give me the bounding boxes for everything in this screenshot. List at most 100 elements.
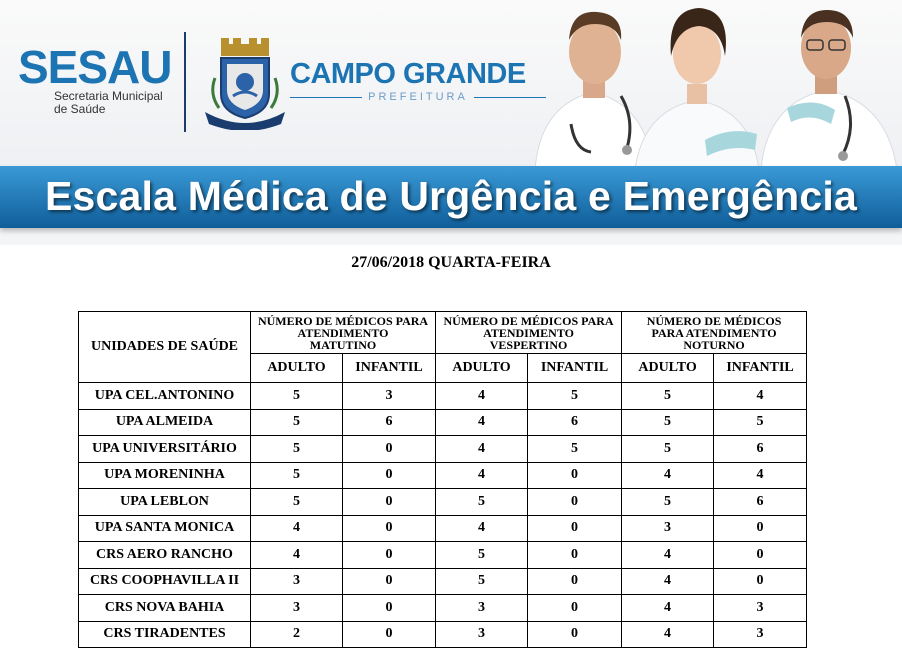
unit-name: CRS AERO RANCHO: [78, 541, 251, 569]
doctor-count: 5: [250, 488, 343, 516]
doctor-count: 5: [527, 435, 623, 463]
sesau-logo-subtitle: Secretaria Municipal de Saúde: [54, 90, 184, 116]
doctor-count: 5: [621, 435, 715, 463]
table-row: CRS COOPHAVILLA II 3 0 5 0 4 0: [78, 567, 808, 595]
group-header-morning: NÚMERO DE MÉDICOS PARA ATENDIMENTO MATUT…: [249, 311, 437, 354]
sub-header-child: INFANTIL: [713, 353, 808, 383]
city-coat-of-arms-icon: [205, 38, 285, 130]
doctor-count: 0: [527, 567, 623, 595]
title-banner: Escala Médica de Urgência e Emergência: [0, 166, 902, 228]
group-header-night: NÚMERO DE MÉDICOS PARA ATENDIMENTO NOTUR…: [621, 311, 808, 354]
group-header-line: ATENDIMENTO: [483, 325, 574, 340]
doctor-count: 5: [527, 382, 623, 410]
doctor-2-figure: [634, 8, 760, 170]
group-header-afternoon: NÚMERO DE MÉDICOS PARA ATENDIMENTO VESPE…: [435, 311, 623, 354]
logo-divider: [184, 32, 186, 132]
table-row: CRS NOVA BAHIA 3 0 3 0 4 3: [78, 594, 808, 622]
doctor-count: 0: [341, 461, 437, 489]
doctor-count: 6: [713, 488, 808, 516]
doctor-count: 0: [341, 620, 437, 648]
doctor-count: 5: [250, 382, 343, 410]
unit-name: UPA LEBLON: [78, 488, 251, 516]
group-header-line: MATUTINO: [309, 337, 377, 352]
group-header-line: NÚMERO DE MÉDICOS PARA: [257, 313, 429, 328]
doctor-count: 0: [341, 594, 437, 622]
doctor-count: 3: [713, 620, 808, 648]
doctors-photo: [535, 8, 898, 170]
doctor-count: 0: [527, 620, 623, 648]
doctor-count: 5: [435, 488, 529, 516]
doctor-count: 5: [250, 461, 343, 489]
doctor-count: 5: [435, 541, 529, 569]
doctor-count: 4: [621, 567, 715, 595]
doctor-count: 0: [527, 514, 623, 542]
doctor-count: 4: [713, 461, 808, 489]
doctor-count: 0: [527, 461, 623, 489]
sesau-logo-title: SESAU: [18, 41, 172, 93]
sub-header-adult: ADULTO: [250, 353, 343, 383]
group-header-line: VESPERTINO: [489, 337, 568, 352]
doctor-count: 4: [435, 382, 529, 410]
group-header-line: NÚMERO DE MÉDICOS: [646, 313, 782, 328]
unit-name: CRS COOPHAVILLA II: [78, 567, 251, 595]
sub-header-adult: ADULTO: [435, 353, 529, 383]
doctor-count: 4: [250, 514, 343, 542]
doctor-count: 0: [527, 488, 623, 516]
table-row: UPA SANTA MONICA 4 0 4 0 3 0: [78, 514, 808, 542]
doctor-count: 3: [250, 594, 343, 622]
doctor-count: 4: [621, 461, 715, 489]
doctor-count: 0: [713, 514, 808, 542]
doctor-count: 5: [250, 435, 343, 463]
doctor-count: 6: [341, 408, 437, 436]
sub-header-child: INFANTIL: [341, 353, 437, 383]
doctor-count: 3: [435, 594, 529, 622]
table-header: UNIDADES DE SAÚDE NÚMERO DE MÉDICOS PARA…: [78, 311, 808, 383]
group-header-line: NÚMERO DE MÉDICOS PARA: [443, 313, 614, 328]
doctor-count: 5: [621, 382, 715, 410]
sesau-subtitle-line1: Secretaria Municipal: [54, 89, 163, 103]
table-body: UPA CEL.ANTONINO 5 3 4 5 5 4 UPA ALMEIDA…: [78, 382, 808, 648]
schedule-table: UNIDADES DE SAÚDE NÚMERO DE MÉDICOS PARA…: [78, 311, 808, 648]
unit-name: UPA CEL.ANTONINO: [78, 382, 251, 410]
unit-name: CRS NOVA BAHIA: [78, 594, 251, 622]
doctor-count: 3: [341, 382, 437, 410]
doctor-count: 0: [527, 541, 623, 569]
table-row: UPA LEBLON 5 0 5 0 5 6: [78, 488, 808, 516]
table-row: UPA UNIVERSITÁRIO 5 0 4 5 5 6: [78, 435, 808, 463]
doctor-count: 0: [341, 567, 437, 595]
campo-grande-subtitle: PREFEITURA: [368, 91, 468, 103]
subtitle-rule-left: [290, 96, 363, 98]
doctor-count: 5: [713, 408, 808, 436]
doctor-count: 5: [621, 488, 715, 516]
sesau-subtitle-line2: de Saúde: [54, 102, 106, 116]
page-header: SESAU Secretaria Municipal de Saúde CAMP…: [0, 0, 902, 245]
unit-column-header: UNIDADES DE SAÚDE: [78, 311, 251, 383]
doctor-count: 5: [435, 567, 529, 595]
doctor-count: 0: [527, 594, 623, 622]
table-header-row-groups: UNIDADES DE SAÚDE NÚMERO DE MÉDICOS PARA…: [78, 311, 808, 383]
doctor-count: 0: [341, 435, 437, 463]
doctor-count: 0: [341, 488, 437, 516]
doctor-count: 4: [435, 435, 529, 463]
unit-name: UPA UNIVERSITÁRIO: [78, 435, 251, 463]
doctor-count: 0: [713, 567, 808, 595]
banner-title: Escala Médica de Urgência e Emergência: [44, 173, 858, 219]
doctor-count: 6: [527, 408, 623, 436]
table-row: UPA MORENINHA 5 0 4 0 4 4: [78, 461, 808, 489]
sub-header-adult: ADULTO: [621, 353, 715, 383]
doctor-count: 4: [621, 541, 715, 569]
unit-name: UPA SANTA MONICA: [78, 514, 251, 542]
table-header-row-sub: ADULTO INFANTIL ADULTO INFANTIL ADULTO I…: [79, 353, 808, 383]
doctor-count: 6: [713, 435, 808, 463]
doctor-count: 5: [250, 408, 343, 436]
unit-name: UPA ALMEIDA: [78, 408, 251, 436]
group-header-line: PARA ATENDIMENTO: [651, 325, 777, 340]
doctor-count: 4: [713, 382, 808, 410]
doctor-count: 0: [341, 541, 437, 569]
doctor-count: 3: [250, 567, 343, 595]
doctor-count: 4: [621, 620, 715, 648]
doctor-count: 4: [250, 541, 343, 569]
schedule-date: 27/06/2018 QUARTA-FEIRA: [351, 254, 551, 271]
doctor-count: 4: [435, 514, 529, 542]
campo-grande-subtitle-row: PREFEITURA: [290, 91, 546, 103]
